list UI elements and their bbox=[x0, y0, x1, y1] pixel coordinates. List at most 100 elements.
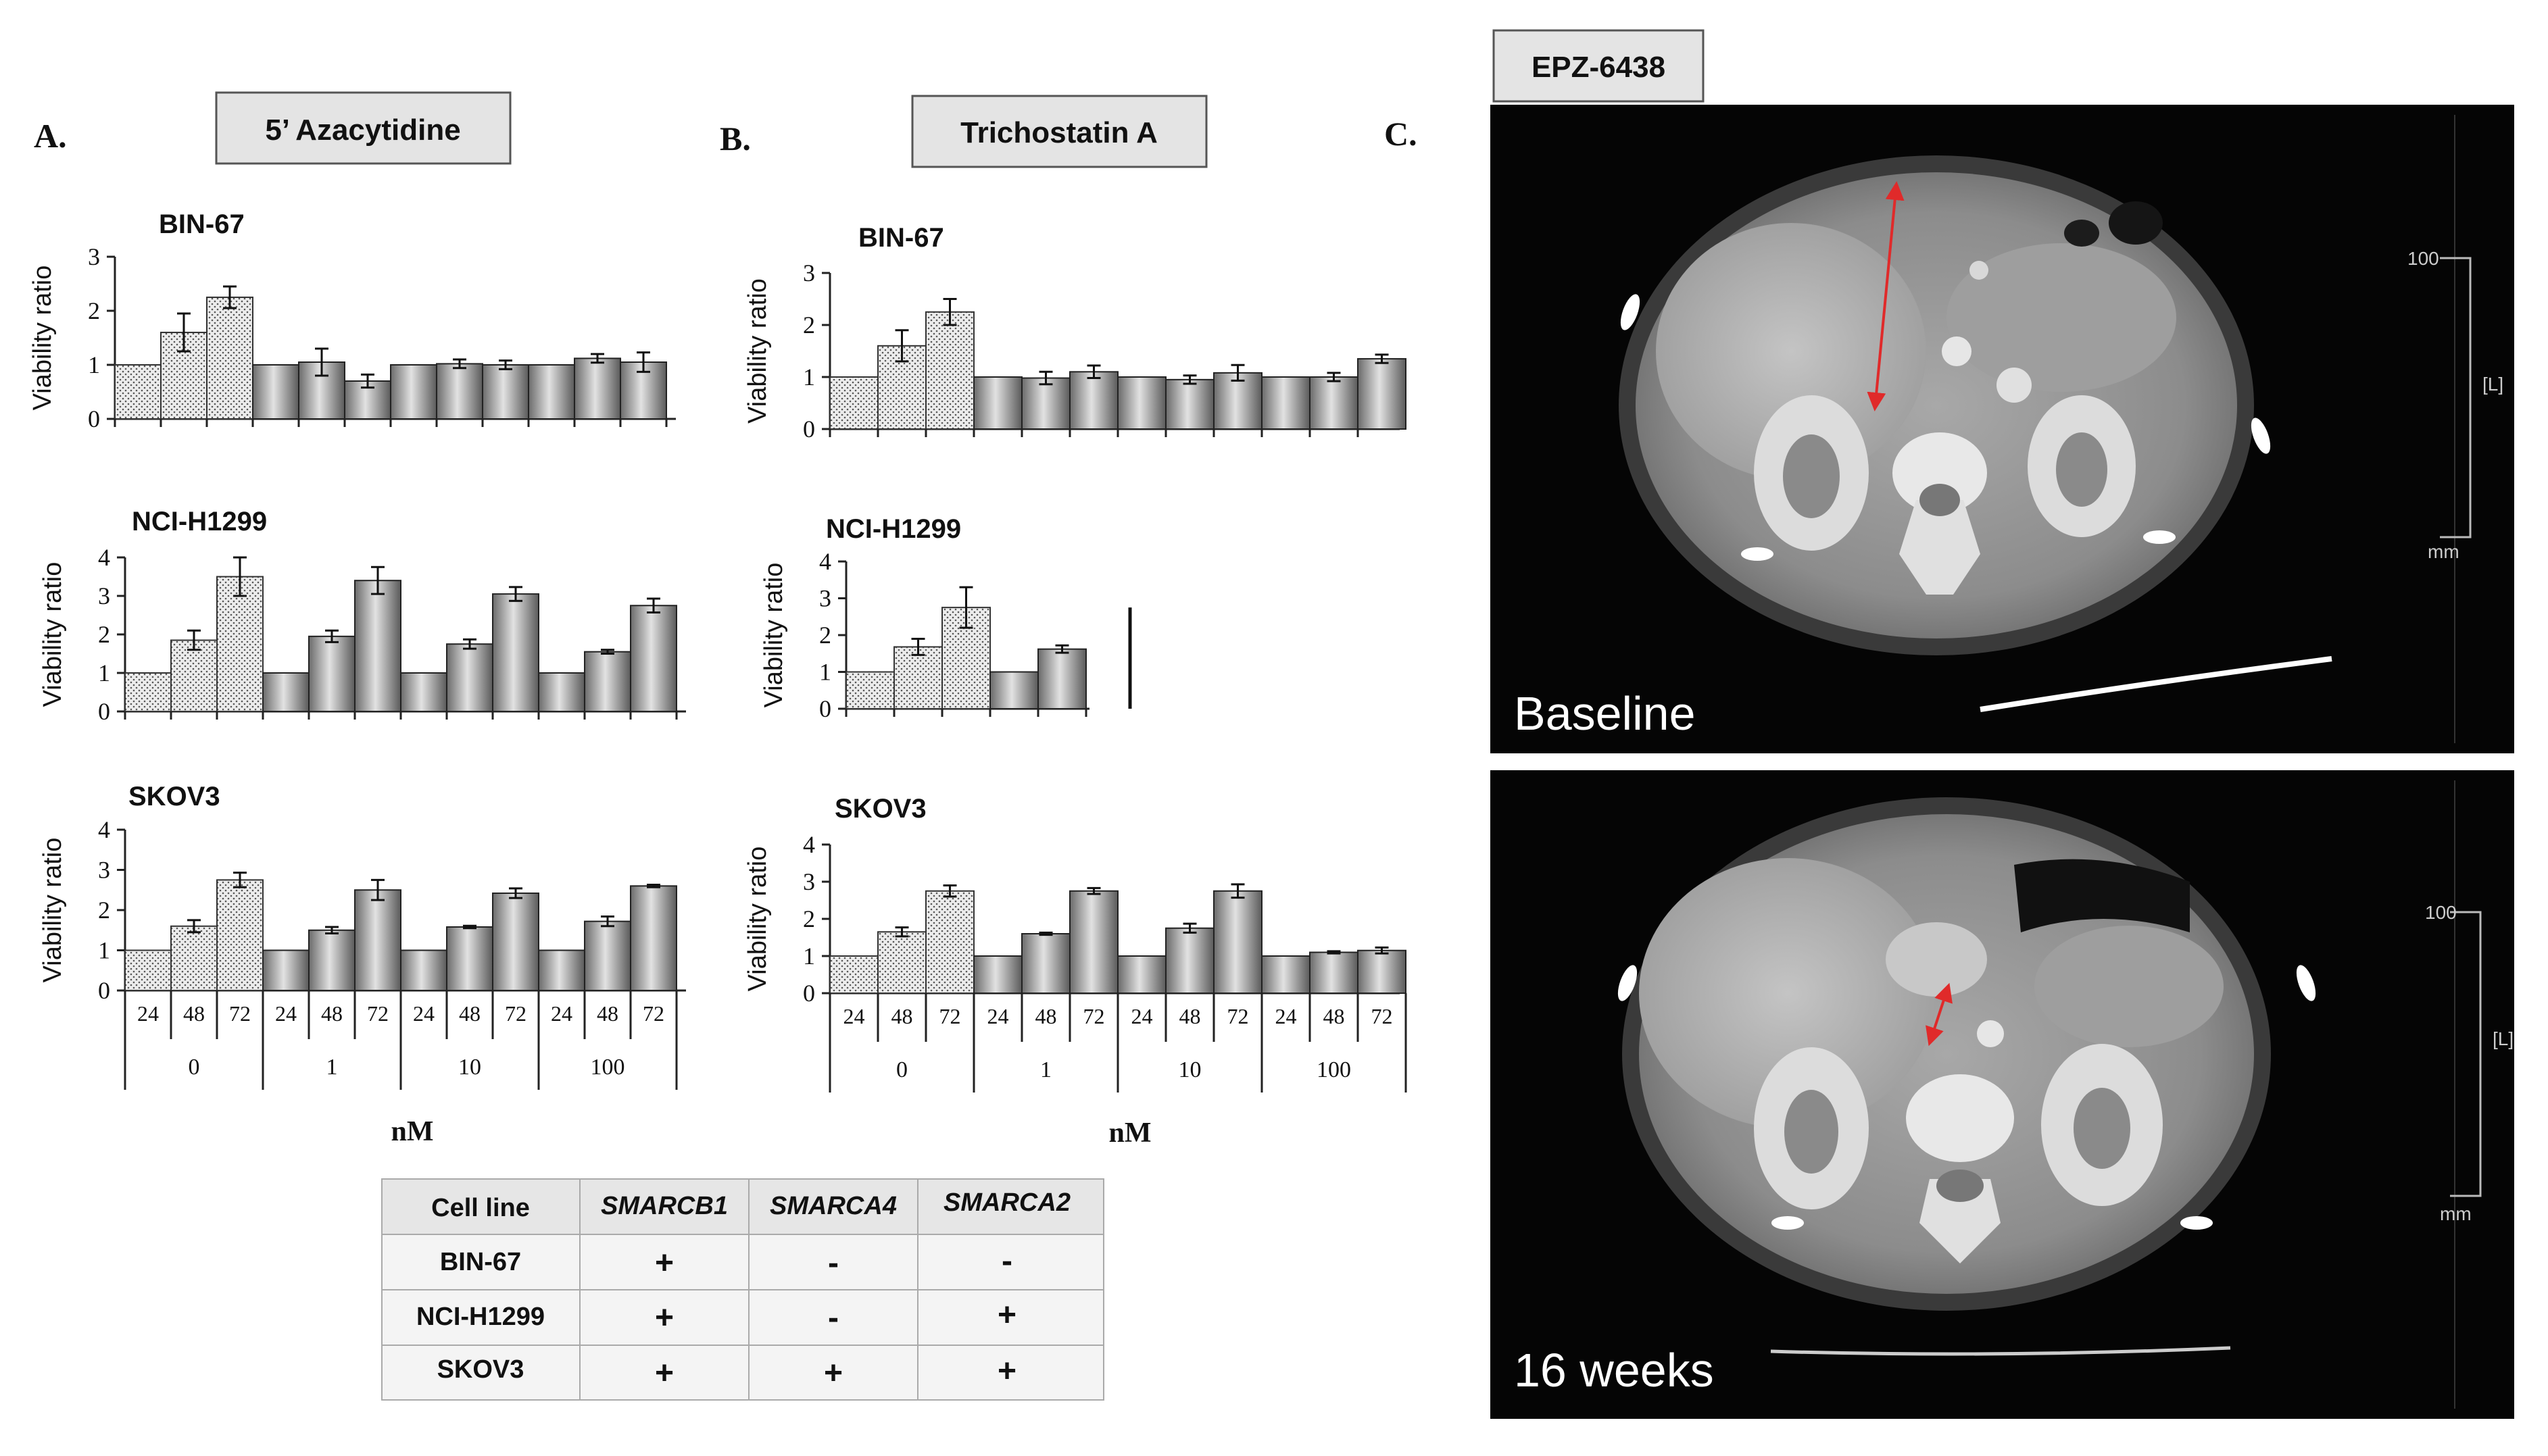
bar-dose-100-48h bbox=[574, 357, 621, 420]
error-bar bbox=[1183, 922, 1197, 934]
y-tick-label: 1 bbox=[803, 943, 815, 970]
x-tick-label: 24 bbox=[843, 1004, 865, 1028]
drug-label-azacytidine: 5’ Azacytidine bbox=[265, 114, 460, 147]
error-bar bbox=[499, 359, 512, 370]
ct-label-baseline: Baseline bbox=[1514, 687, 1696, 740]
bar-dose-1-24h bbox=[252, 364, 299, 420]
table-cell-value: + bbox=[824, 1355, 843, 1391]
bar-dose-1-24h bbox=[973, 376, 1023, 430]
y-axis-label: Viability ratio bbox=[39, 562, 67, 707]
error-bar bbox=[1231, 363, 1245, 382]
y-tick-label: 3 bbox=[98, 857, 110, 884]
error-bar bbox=[959, 586, 973, 629]
y-tick-label: 2 bbox=[88, 297, 100, 324]
bar-dose-10-48h bbox=[436, 363, 483, 420]
bar-dose-100-72h bbox=[630, 885, 677, 992]
y-tick-label: 3 bbox=[98, 582, 110, 609]
bar-dose-10-24h bbox=[1117, 955, 1167, 994]
ct-image-16-weeks: 100 [L] mm 16 weeks bbox=[1490, 770, 2514, 1419]
error-bar bbox=[1327, 950, 1341, 955]
x-tick-label: 48 bbox=[1179, 1004, 1201, 1028]
bar-dose-0-48h bbox=[170, 639, 218, 712]
dose-group-label: 10 bbox=[458, 1055, 481, 1080]
bar-dose-100-72h bbox=[1357, 949, 1406, 994]
drug-label-trichostatin: Trichostatin A bbox=[960, 116, 1158, 149]
bar-dose-10-72h bbox=[1213, 890, 1263, 994]
bar-dose-1-48h bbox=[308, 635, 356, 712]
error-bar bbox=[943, 884, 957, 898]
y-tick-label: 2 bbox=[819, 622, 831, 649]
error-bar bbox=[1231, 883, 1245, 899]
bar-dose-100-24h bbox=[538, 949, 585, 991]
x-tick-label: 48 bbox=[183, 1001, 205, 1026]
bar-dose-0-24h bbox=[829, 955, 879, 994]
y-tick-label: 0 bbox=[98, 698, 110, 725]
x-tick-label: 72 bbox=[939, 1004, 961, 1028]
y-tick-label: 4 bbox=[98, 544, 110, 571]
bar-dose-10-72h bbox=[492, 893, 539, 992]
bar-dose-10-48h bbox=[446, 926, 493, 991]
table-row-label: BIN-67 bbox=[440, 1248, 521, 1276]
error-bar bbox=[647, 597, 660, 614]
error-bar bbox=[233, 556, 247, 597]
x-tick-label: 24 bbox=[987, 1004, 1009, 1028]
x-tick-label: 72 bbox=[505, 1001, 526, 1026]
chart-B-bin-67: BIN-67 Viability ratio 0 1 2 3 bbox=[743, 223, 1406, 443]
table-header-cell-line: Cell line bbox=[431, 1194, 530, 1222]
error-bar bbox=[1087, 886, 1101, 895]
red-measure-arrow bbox=[1867, 181, 1905, 411]
x-tick-label: 72 bbox=[229, 1001, 251, 1026]
y-axis-label: Viability ratio bbox=[28, 266, 57, 411]
y-tick-label: 2 bbox=[803, 311, 815, 338]
chart-A-nci-h1299: NCI-H1299 Viability ratio 0 1 2 3 4 bbox=[39, 507, 686, 725]
dose-group-label: 0 bbox=[189, 1055, 200, 1080]
bar-dose-0-48h bbox=[893, 646, 943, 709]
error-bar bbox=[895, 329, 909, 363]
x-tick-label: 48 bbox=[459, 1001, 481, 1026]
y-tick-label: 3 bbox=[803, 868, 815, 895]
scale-label-mm: mm bbox=[2428, 541, 2459, 562]
bar-dose-0-24h bbox=[829, 376, 879, 430]
bar-dose-100-24h bbox=[1261, 376, 1310, 430]
table-cell-value: + bbox=[655, 1300, 674, 1336]
y-tick-label: 2 bbox=[803, 905, 815, 932]
dose-group-label: 100 bbox=[591, 1055, 625, 1080]
bar-dose-1-24h bbox=[973, 955, 1023, 994]
table-header-smarca2: SMARCA2 bbox=[944, 1188, 1071, 1217]
error-bar bbox=[647, 884, 660, 888]
bar-dose-100-48h bbox=[584, 651, 631, 713]
error-bar bbox=[943, 298, 957, 326]
x-tick-label: 72 bbox=[1371, 1004, 1393, 1028]
smarc-table: Cell line SMARCB1 SMARCA4 SMARCA2 BIN-67… bbox=[381, 1178, 1104, 1401]
drug-box-epz: EPZ-6438 bbox=[1492, 29, 1705, 103]
bar-dose-10-24h bbox=[390, 364, 437, 420]
y-axis-label: Viability ratio bbox=[39, 838, 67, 983]
error-bar bbox=[371, 878, 385, 901]
bar-dose-100-48h bbox=[1309, 951, 1358, 994]
scale-label-l: [L] bbox=[2482, 374, 2503, 395]
drug-box-azacytidine: 5’ Azacytidine bbox=[215, 91, 512, 165]
bar-dose-10-48h bbox=[1165, 927, 1215, 994]
table-cell-value: - bbox=[1002, 1243, 1012, 1279]
x-tick-label: 48 bbox=[1323, 1004, 1345, 1028]
chart-title: BIN-67 bbox=[858, 223, 944, 253]
charts-layer: BIN-67 Viability ratio 0 1 2 3 NCI-H1299 Viabil… bbox=[28, 209, 1407, 1093]
x-unit-label-a: nM bbox=[391, 1116, 434, 1147]
drug-box-trichostatin: Trichostatin A bbox=[911, 95, 1208, 168]
x-tick-label: 72 bbox=[367, 1001, 389, 1026]
error-bar bbox=[1055, 644, 1069, 654]
bar-dose-0-72h bbox=[216, 576, 264, 712]
y-tick-label: 4 bbox=[98, 816, 110, 843]
y-tick-label: 0 bbox=[819, 695, 831, 722]
bar-dose-1-72h bbox=[354, 580, 401, 713]
x-tick-label: 48 bbox=[1035, 1004, 1057, 1028]
error-bar bbox=[1183, 374, 1197, 385]
error-bar bbox=[315, 347, 328, 377]
error-bar bbox=[601, 915, 614, 928]
bar-dose-0-24h bbox=[114, 364, 162, 420]
y-tick-label: 0 bbox=[803, 416, 815, 443]
y-tick-label: 0 bbox=[98, 977, 110, 1004]
y-tick-label: 1 bbox=[819, 659, 831, 686]
bar-dose-0-48h bbox=[877, 931, 927, 994]
